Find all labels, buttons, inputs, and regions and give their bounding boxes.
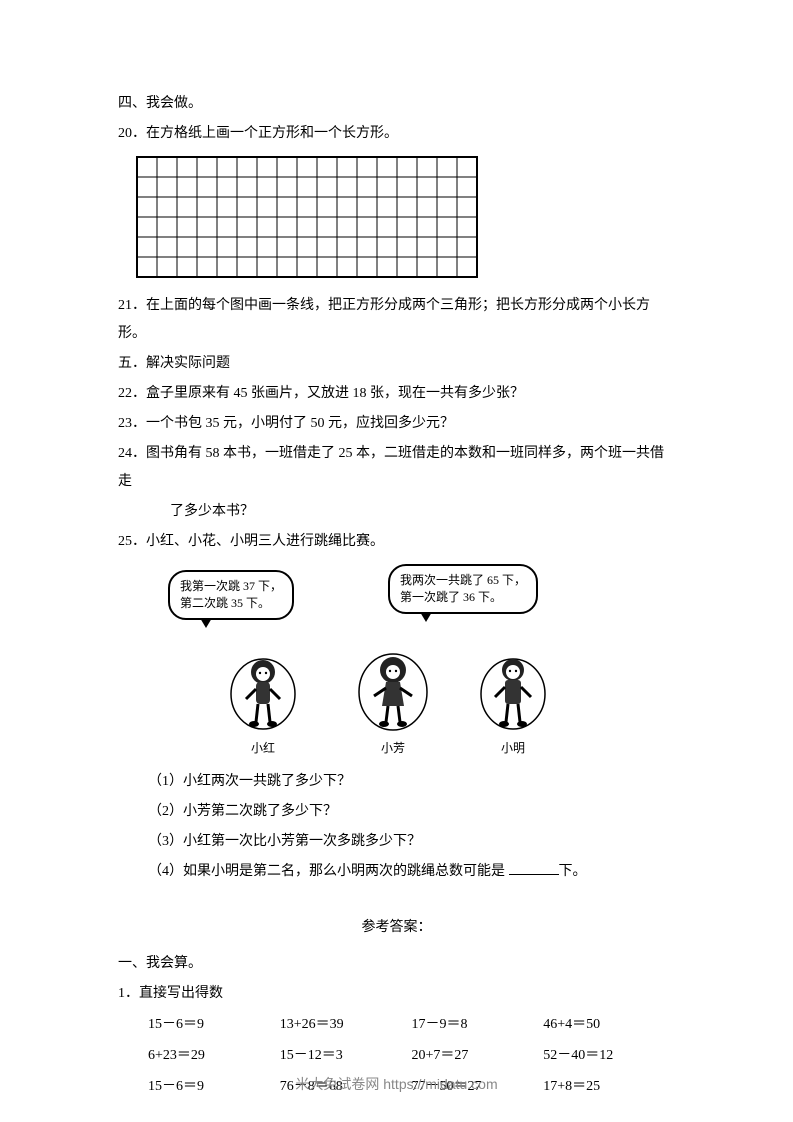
calc-cell: 52－40＝12	[543, 1041, 675, 1072]
question-25-sub1: （1）小红两次一共跳了多少下？	[118, 768, 675, 796]
jump-rope-figure: 我第一次跳 37 下， 第二次跳 35 下。 我两次一共跳了 65 下， 第一次…	[148, 564, 568, 764]
question-25-sub3: （3）小红第一次比小芳第一次多跳多少下？	[118, 828, 675, 856]
question-24-line2: 了多少本书？	[118, 498, 675, 526]
person-icon	[228, 644, 298, 734]
grid-svg	[136, 156, 480, 280]
speech-bubble-xiaohong: 我第一次跳 37 下， 第二次跳 35 下。	[168, 570, 294, 620]
footer-watermark: 米大兔试卷网 https://midatu.com	[0, 1074, 793, 1094]
calc-cell: 13+26＝39	[280, 1010, 412, 1041]
sub4-pre: （4）如果小明是第二名，那么小明两次的跳绳总数可能是	[148, 864, 509, 879]
grid-paper	[136, 156, 675, 280]
person-label-xiaoming: 小明	[478, 736, 548, 760]
section5-title: 五．解决实际问题	[118, 350, 675, 378]
person-xiaofang: 小芳	[358, 644, 428, 760]
calc-cell: 17－9＝8	[412, 1010, 544, 1041]
question-25-sub4: （4）如果小明是第二名，那么小明两次的跳绳总数可能是 下。	[118, 858, 675, 886]
blank-fill[interactable]	[509, 861, 559, 875]
sub4-post: 下。	[559, 864, 587, 879]
person-label-xiaofang: 小芳	[358, 736, 428, 760]
person-label-xiaohong: 小红	[228, 736, 298, 760]
question-25: 25．小红、小花、小明三人进行跳绳比赛。	[118, 528, 675, 556]
person-icon	[478, 644, 548, 734]
bubble1-line1: 我第一次跳 37 下，	[180, 579, 282, 593]
bubble1-line2: 第二次跳 35 下。	[180, 596, 270, 610]
answers-q1: 1．直接写出得数	[118, 980, 675, 1008]
question-20: 20．在方格纸上画一个正方形和一个长方形。	[118, 120, 675, 148]
answers-title: 参考答案：	[118, 914, 675, 942]
person-xiaohong: 小红	[228, 644, 298, 760]
question-24-line1: 24．图书角有 58 本书，一班借走了 25 本，二班借走的本数和一班同样多，两…	[118, 440, 675, 496]
calc-row: 15－6＝913+26＝3917－9＝846+4＝50	[148, 1010, 675, 1041]
calc-cell: 15－6＝9	[148, 1010, 280, 1041]
bubble2-line1: 我两次一共跳了 65 下，	[400, 573, 526, 587]
calc-row: 6+23＝2915－12＝320+7＝2752－40＝12	[148, 1041, 675, 1072]
bubble2-line2: 第一次跳了 36 下。	[400, 590, 502, 604]
question-21: 21．在上面的每个图中画一条线，把正方形分成两个三角形；把长方形分成两个小长方形…	[118, 292, 675, 348]
section4-title: 四、我会做。	[118, 90, 675, 118]
person-xiaoming: 小明	[478, 644, 548, 760]
person-icon	[358, 644, 428, 734]
calc-cell: 6+23＝29	[148, 1041, 280, 1072]
question-23: 23．一个书包 35 元，小明付了 50 元，应找回多少元？	[118, 410, 675, 438]
calc-cell: 46+4＝50	[543, 1010, 675, 1041]
question-25-sub2: （2）小芳第二次跳了多少下？	[118, 798, 675, 826]
calc-cell: 20+7＝27	[412, 1041, 544, 1072]
question-22: 22．盒子里原来有 45 张画片，又放进 18 张，现在一共有多少张？	[118, 380, 675, 408]
calc-cell: 15－12＝3	[280, 1041, 412, 1072]
answers-section1: 一、我会算。	[118, 950, 675, 978]
speech-bubble-xiaofang: 我两次一共跳了 65 下， 第一次跳了 36 下。	[388, 564, 538, 614]
